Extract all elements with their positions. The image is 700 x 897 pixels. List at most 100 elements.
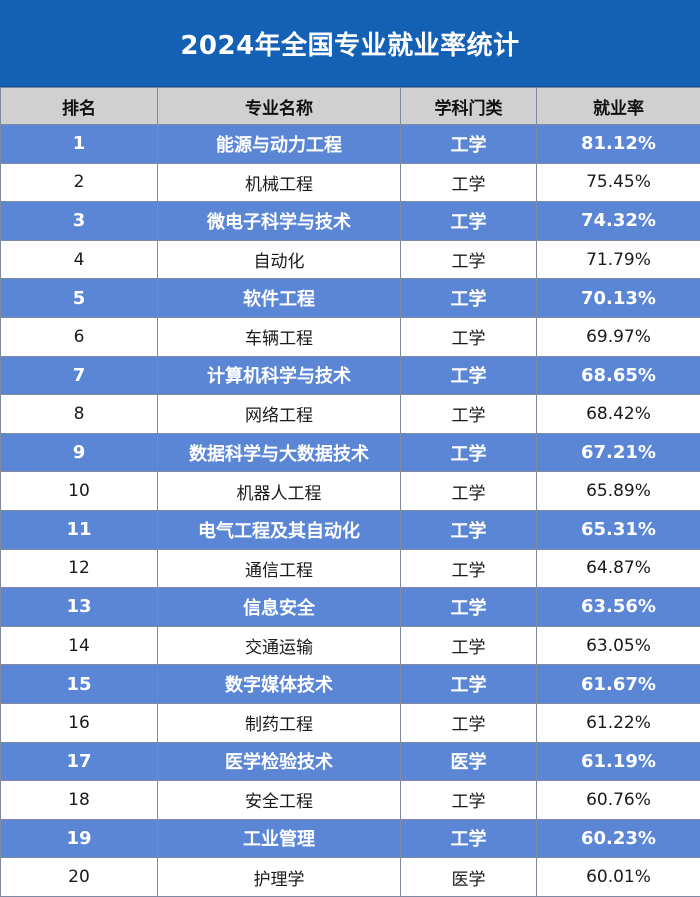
table-row: 16 制药工程 工学 61.22% <box>1 703 700 742</box>
rank-cell: 2 <box>1 163 158 202</box>
major-cell: 微电子科学与技术 <box>158 202 401 241</box>
major-cell: 机械工程 <box>158 163 401 202</box>
rate-cell: 67.21% <box>537 433 700 472</box>
rate-cell: 65.31% <box>537 510 700 549</box>
rate-cell: 61.19% <box>537 742 700 781</box>
rate-cell: 64.87% <box>537 549 700 588</box>
category-cell: 工学 <box>401 703 537 742</box>
rank-cell: 9 <box>1 433 158 472</box>
major-cell: 计算机科学与技术 <box>158 356 401 395</box>
category-cell: 工学 <box>401 819 537 858</box>
category-cell: 工学 <box>401 395 537 434</box>
category-cell: 工学 <box>401 510 537 549</box>
major-cell: 车辆工程 <box>158 317 401 356</box>
employment-rate-table: 排名 专业名称 学科门类 就业率 1 能源与动力工程 工学 81.12% 2 机… <box>0 87 700 897</box>
page-title: 2024年全国专业就业率统计 <box>0 0 700 87</box>
rate-cell: 61.22% <box>537 703 700 742</box>
major-cell: 信息安全 <box>158 588 401 627</box>
major-cell: 网络工程 <box>158 395 401 434</box>
rank-cell: 14 <box>1 626 158 665</box>
table-row: 4 自动化 工学 71.79% <box>1 240 700 279</box>
category-cell: 工学 <box>401 472 537 511</box>
rate-cell: 68.42% <box>537 395 700 434</box>
rank-cell: 3 <box>1 202 158 241</box>
major-cell: 护理学 <box>158 858 401 897</box>
rank-cell: 17 <box>1 742 158 781</box>
rate-cell: 60.01% <box>537 858 700 897</box>
category-cell: 医学 <box>401 742 537 781</box>
category-cell: 工学 <box>401 163 537 202</box>
table-row: 1 能源与动力工程 工学 81.12% <box>1 125 700 164</box>
table-row: 5 软件工程 工学 70.13% <box>1 279 700 318</box>
table-row: 3 微电子科学与技术 工学 74.32% <box>1 202 700 241</box>
rank-cell: 8 <box>1 395 158 434</box>
rank-cell: 12 <box>1 549 158 588</box>
category-cell: 工学 <box>401 781 537 820</box>
rate-cell: 60.76% <box>537 781 700 820</box>
category-cell: 工学 <box>401 626 537 665</box>
rank-cell: 4 <box>1 240 158 279</box>
category-cell: 工学 <box>401 240 537 279</box>
rank-cell: 19 <box>1 819 158 858</box>
category-cell: 工学 <box>401 665 537 704</box>
category-cell: 工学 <box>401 279 537 318</box>
rate-cell: 63.56% <box>537 588 700 627</box>
rate-cell: 71.79% <box>537 240 700 279</box>
rank-cell: 20 <box>1 858 158 897</box>
major-cell: 安全工程 <box>158 781 401 820</box>
table-row: 14 交通运输 工学 63.05% <box>1 626 700 665</box>
header-rate: 就业率 <box>537 88 700 125</box>
header-rank: 排名 <box>1 88 158 125</box>
rank-cell: 15 <box>1 665 158 704</box>
major-cell: 电气工程及其自动化 <box>158 510 401 549</box>
major-cell: 软件工程 <box>158 279 401 318</box>
major-cell: 机器人工程 <box>158 472 401 511</box>
rank-cell: 5 <box>1 279 158 318</box>
rank-cell: 10 <box>1 472 158 511</box>
rate-cell: 68.65% <box>537 356 700 395</box>
major-cell: 通信工程 <box>158 549 401 588</box>
category-cell: 工学 <box>401 356 537 395</box>
table-row: 2 机械工程 工学 75.45% <box>1 163 700 202</box>
table-row: 7 计算机科学与技术 工学 68.65% <box>1 356 700 395</box>
rank-cell: 6 <box>1 317 158 356</box>
major-cell: 制药工程 <box>158 703 401 742</box>
category-cell: 医学 <box>401 858 537 897</box>
rate-cell: 63.05% <box>537 626 700 665</box>
major-cell: 能源与动力工程 <box>158 125 401 164</box>
major-cell: 工业管理 <box>158 819 401 858</box>
category-cell: 工学 <box>401 433 537 472</box>
rate-cell: 65.89% <box>537 472 700 511</box>
category-cell: 工学 <box>401 202 537 241</box>
rank-cell: 16 <box>1 703 158 742</box>
table-row: 9 数据科学与大数据技术 工学 67.21% <box>1 433 700 472</box>
rate-cell: 70.13% <box>537 279 700 318</box>
category-cell: 工学 <box>401 317 537 356</box>
rate-cell: 74.32% <box>537 202 700 241</box>
major-cell: 数据科学与大数据技术 <box>158 433 401 472</box>
major-cell: 自动化 <box>158 240 401 279</box>
table-row: 20 护理学 医学 60.01% <box>1 858 700 897</box>
category-cell: 工学 <box>401 125 537 164</box>
table-row: 17 医学检验技术 医学 61.19% <box>1 742 700 781</box>
rate-cell: 75.45% <box>537 163 700 202</box>
major-cell: 交通运输 <box>158 626 401 665</box>
table-row: 19 工业管理 工学 60.23% <box>1 819 700 858</box>
major-cell: 数字媒体技术 <box>158 665 401 704</box>
major-cell: 医学检验技术 <box>158 742 401 781</box>
table-row: 10 机器人工程 工学 65.89% <box>1 472 700 511</box>
category-cell: 工学 <box>401 588 537 627</box>
rate-cell: 61.67% <box>537 665 700 704</box>
table-row: 15 数字媒体技术 工学 61.67% <box>1 665 700 704</box>
table-header-row: 排名 专业名称 学科门类 就业率 <box>1 88 700 125</box>
rate-cell: 69.97% <box>537 317 700 356</box>
header-category: 学科门类 <box>401 88 537 125</box>
rank-cell: 13 <box>1 588 158 627</box>
rate-cell: 60.23% <box>537 819 700 858</box>
table-row: 6 车辆工程 工学 69.97% <box>1 317 700 356</box>
rank-cell: 18 <box>1 781 158 820</box>
category-cell: 工学 <box>401 549 537 588</box>
table-row: 18 安全工程 工学 60.76% <box>1 781 700 820</box>
rank-cell: 11 <box>1 510 158 549</box>
